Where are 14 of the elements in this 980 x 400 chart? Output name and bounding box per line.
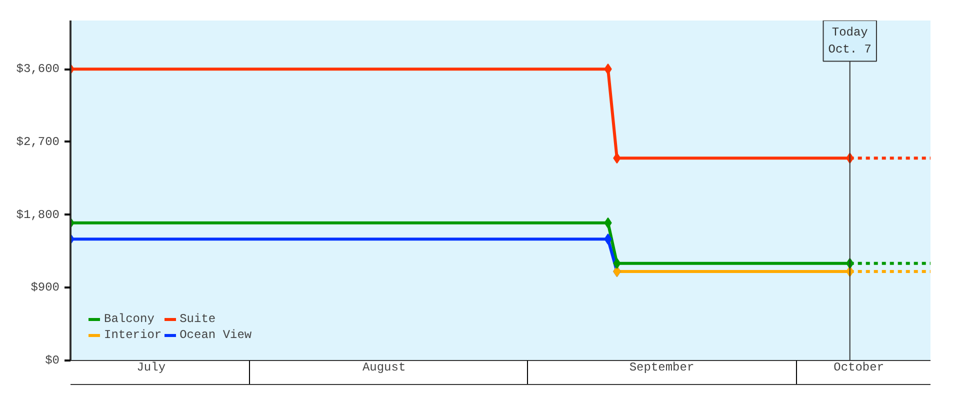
y-tick-label: $1,800: [16, 208, 60, 222]
y-tick-label: $2,700: [16, 134, 60, 149]
y-tick-label: $900: [30, 280, 60, 295]
y-tick-label: $0: [45, 354, 60, 368]
x-tick-label: October: [834, 360, 884, 374]
legend-label: Interior: [104, 328, 162, 342]
legend-label: Suite: [180, 312, 216, 326]
y-tick-label: $3,600: [16, 62, 60, 76]
x-tick-label: August: [362, 360, 406, 374]
legend-label: Ocean View: [180, 328, 252, 342]
legend-label: Balcony: [104, 312, 154, 326]
x-tick-label: July: [136, 360, 166, 374]
ref-line-label: Today Oct. 7: [828, 26, 872, 56]
x-tick-label: September: [629, 360, 694, 374]
